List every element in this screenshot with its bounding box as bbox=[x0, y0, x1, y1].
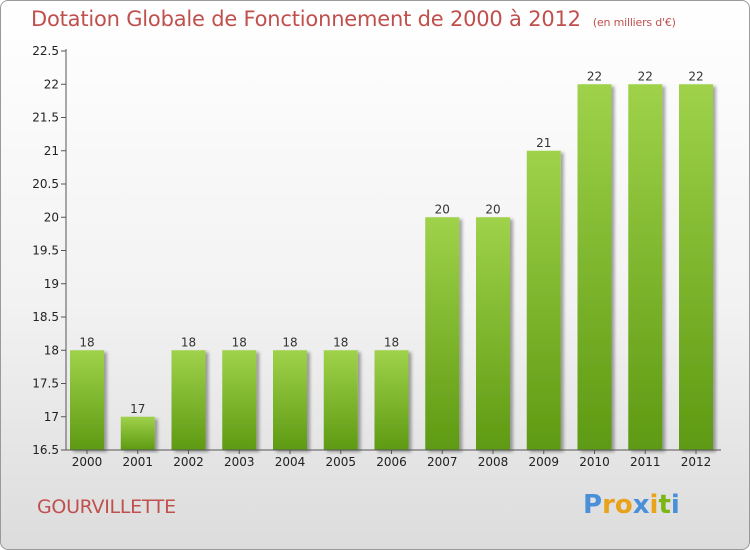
bar-value-label: 18 bbox=[79, 335, 94, 349]
y-tick-label: 17 bbox=[44, 410, 59, 424]
bar bbox=[70, 350, 104, 450]
bar-value-label: 18 bbox=[282, 335, 297, 349]
y-tick-label: 20 bbox=[44, 210, 59, 224]
x-tick-label: 2008 bbox=[478, 455, 509, 469]
y-tick-label: 20.5 bbox=[32, 177, 59, 191]
bar bbox=[577, 84, 612, 450]
bar bbox=[120, 416, 155, 450]
y-tick-label: 19.5 bbox=[32, 244, 59, 258]
bar-value-label: 22 bbox=[587, 69, 602, 83]
bar-value-label: 21 bbox=[536, 136, 551, 150]
x-tick-label: 2007 bbox=[427, 455, 458, 469]
logo-letter: r bbox=[602, 490, 615, 520]
bar-value-label: 18 bbox=[181, 335, 196, 349]
bar bbox=[526, 150, 561, 450]
proxiti-logo: Proxiti bbox=[583, 490, 680, 520]
x-tick-label: 2012 bbox=[681, 455, 712, 469]
bar bbox=[273, 350, 307, 450]
y-tick-label: 22.5 bbox=[32, 44, 59, 58]
x-tick-label: 2001 bbox=[122, 455, 153, 469]
logo-letter: t bbox=[658, 490, 671, 520]
y-tick-label: 18 bbox=[44, 343, 59, 357]
x-tick-label: 2011 bbox=[630, 455, 661, 469]
y-tick-label: 19 bbox=[44, 277, 59, 291]
bar-value-label: 20 bbox=[435, 202, 450, 216]
bar bbox=[171, 350, 206, 450]
bar bbox=[222, 350, 257, 450]
logo-letter: P bbox=[583, 490, 603, 520]
y-tick-label: 22 bbox=[44, 77, 59, 91]
x-tick-label: 2005 bbox=[325, 455, 356, 469]
bar-value-label: 17 bbox=[130, 402, 145, 416]
commune-name: GOURVILLETTE bbox=[37, 496, 176, 518]
bar-value-label: 22 bbox=[638, 69, 653, 83]
x-tick-label: 2010 bbox=[579, 455, 610, 469]
chart-title: Dotation Globale de Fonctionnement de 20… bbox=[31, 7, 676, 31]
y-tick-label: 21.5 bbox=[32, 111, 59, 125]
logo-letter: i bbox=[670, 490, 680, 520]
x-tick-label: 2006 bbox=[376, 455, 407, 469]
bar-value-label: 18 bbox=[232, 335, 247, 349]
bar bbox=[323, 350, 358, 450]
x-tick-label: 2000 bbox=[72, 455, 103, 469]
y-tick-label: 18.5 bbox=[32, 310, 59, 324]
x-tick-label: 2009 bbox=[528, 455, 559, 469]
y-tick-label: 17.5 bbox=[32, 377, 59, 391]
bar bbox=[476, 217, 510, 450]
bar-value-label: 20 bbox=[485, 202, 500, 216]
bar-value-label: 22 bbox=[688, 69, 703, 83]
chart-subtitle: (en milliers d'€) bbox=[592, 16, 676, 29]
bar-value-label: 18 bbox=[384, 335, 399, 349]
bar bbox=[374, 350, 409, 450]
x-tick-label: 2002 bbox=[173, 455, 204, 469]
bar bbox=[679, 84, 713, 450]
y-tick-label: 21 bbox=[44, 144, 59, 158]
x-tick-label: 2004 bbox=[275, 455, 306, 469]
bar-value-label: 18 bbox=[333, 335, 348, 349]
bar bbox=[628, 84, 663, 450]
logo-letter: i bbox=[649, 490, 659, 520]
y-tick-label: 16.5 bbox=[32, 443, 59, 457]
logo-letter: o bbox=[614, 490, 633, 520]
bar bbox=[425, 217, 460, 450]
logo-letter: x bbox=[632, 490, 650, 520]
x-tick-label: 2003 bbox=[224, 455, 255, 469]
